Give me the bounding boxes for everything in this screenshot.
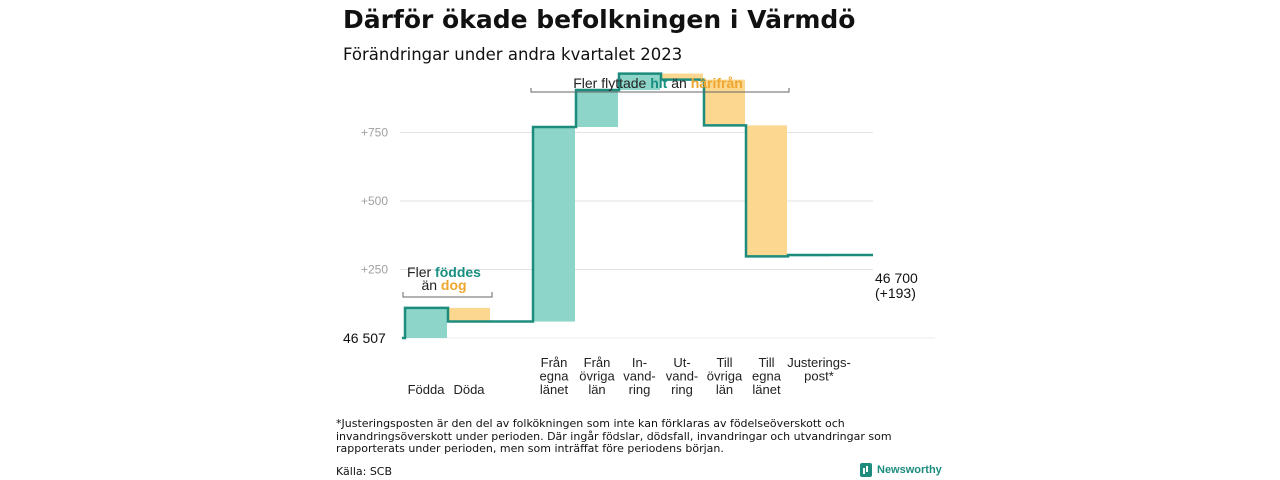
- category-label: post*: [804, 369, 834, 384]
- line-layer: [402, 72, 873, 340]
- waterfall-bar: [533, 127, 575, 322]
- category-label: vand-: [666, 369, 699, 384]
- category-label: Till: [758, 355, 774, 370]
- category-label: län: [716, 382, 733, 397]
- chart-subtitle: Förändringar under andra kvartalet 2023: [343, 45, 683, 64]
- category-label: egna: [752, 369, 782, 384]
- category-label: Födda: [408, 382, 446, 397]
- moves-annotation-text: Fler flyttade hit än härifrån: [573, 75, 743, 91]
- category-label: Från: [541, 355, 568, 370]
- category-label: Till: [716, 355, 732, 370]
- y-tick-label: +250: [361, 263, 388, 277]
- category-label: länet: [540, 382, 569, 397]
- newsworthy-icon: [860, 463, 872, 477]
- waterfall-bar: [746, 125, 787, 257]
- grid-layer: +250 +500 +750: [361, 126, 935, 339]
- footnote: *Justeringsposten är den del av folkökni…: [336, 417, 892, 455]
- category-label: län: [588, 382, 605, 397]
- category-label: In-: [632, 355, 647, 370]
- waterfall-chart: +250+500+750 Födda DödaFrånegnalänetFrånö…: [343, 72, 935, 397]
- category-label: Justerings-: [787, 355, 851, 370]
- category-label: ring: [629, 382, 651, 397]
- category-label: egna: [540, 369, 570, 384]
- category-label: övriga: [707, 369, 743, 384]
- bars-layer: [405, 73, 830, 338]
- births-bracket: [402, 292, 493, 298]
- y-tick-label: +500: [361, 194, 388, 208]
- source-label: Källa: SCB: [336, 465, 393, 478]
- moves-bracket: [530, 88, 790, 93]
- category-label: vand-: [623, 369, 656, 384]
- births-annotation-line2: än dog: [421, 277, 466, 293]
- category-label: Döda: [453, 382, 485, 397]
- category-label: Från: [584, 355, 611, 370]
- category-label: ring: [671, 382, 693, 397]
- moves-annotation: Fler flyttade hit än härifrån: [530, 75, 790, 93]
- y-tick-label: +750: [361, 126, 388, 140]
- waterfall-bar: [619, 73, 660, 91]
- waterfall-bar: [405, 307, 447, 338]
- births-annotation-line1: Fler föddes: [407, 264, 481, 280]
- category-label: Ut-: [673, 355, 690, 370]
- category-label: länet: [752, 382, 781, 397]
- end-change-label: (+193): [875, 285, 916, 301]
- cumulative-step-line: [402, 72, 873, 340]
- brand-name: Newsworthy: [877, 464, 942, 476]
- category-label: övriga: [579, 369, 615, 384]
- labels-layer: Födda DödaFrånegnalänetFrånövrigalänIn-va…: [408, 355, 851, 397]
- chart-title: Därför ökade befolkningen i Värmdö: [343, 5, 856, 34]
- waterfall-bar: [576, 90, 618, 128]
- births-annotation: Fler föddes än dog: [402, 264, 493, 298]
- waterfall-bar: [448, 307, 490, 322]
- waterfall-bar: [704, 79, 745, 126]
- brand-logo: Newsworthy: [860, 463, 942, 477]
- start-value-label: 46 507: [343, 330, 386, 346]
- end-value-label: 46 700: [875, 270, 918, 286]
- waterfall-bar: [661, 73, 703, 80]
